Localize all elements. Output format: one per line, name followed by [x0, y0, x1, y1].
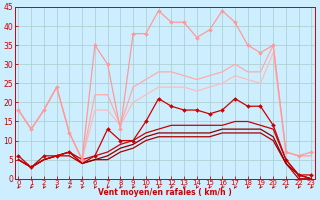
X-axis label: Vent moyen/en rafales ( km/h ): Vent moyen/en rafales ( km/h ): [98, 188, 232, 197]
